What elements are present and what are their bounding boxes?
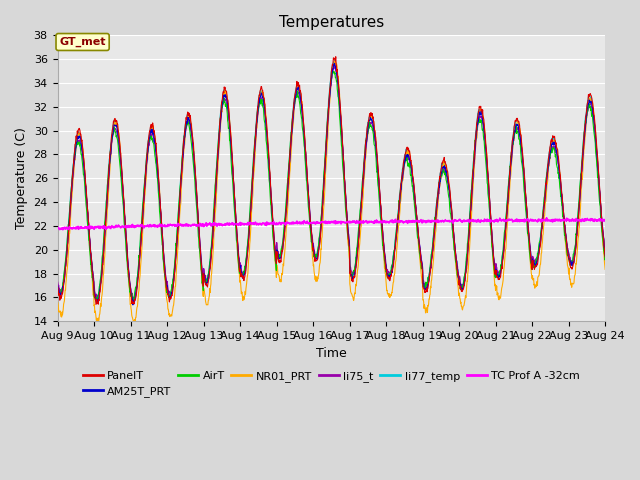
AirT <box>330 68 337 74</box>
Y-axis label: Temperature (C): Temperature (C) <box>15 127 28 229</box>
Legend: PanelT, AM25T_PRT, AirT, NR01_PRT, li75_t, li77_temp, TC Prof A -32cm: PanelT, AM25T_PRT, AirT, NR01_PRT, li75_… <box>79 366 584 401</box>
li77_temp <box>602 250 609 256</box>
AM25T_PRT <box>537 236 545 242</box>
li77_temp <box>331 58 339 63</box>
TC Prof A -32cm <box>602 217 609 223</box>
NR01_PRT <box>537 257 545 263</box>
TC Prof A -32cm <box>163 223 170 229</box>
li75_t <box>489 238 497 244</box>
TC Prof A -32cm <box>237 221 245 227</box>
NR01_PRT <box>54 299 61 304</box>
li77_temp <box>417 253 425 259</box>
TC Prof A -32cm <box>417 217 424 223</box>
AirT <box>237 270 245 276</box>
Line: TC Prof A -32cm: TC Prof A -32cm <box>58 218 605 230</box>
PanelT <box>537 237 545 242</box>
Line: li77_temp: li77_temp <box>58 60 605 300</box>
li77_temp <box>489 244 497 250</box>
NR01_PRT <box>94 319 102 325</box>
Line: PanelT: PanelT <box>58 57 605 304</box>
AM25T_PRT <box>237 268 245 274</box>
li77_temp <box>237 269 245 275</box>
TC Prof A -32cm <box>537 218 545 224</box>
li77_temp <box>54 282 61 288</box>
PanelT <box>176 198 184 204</box>
TC Prof A -32cm <box>176 223 184 228</box>
li75_t <box>537 234 545 240</box>
AirT <box>93 300 100 305</box>
AM25T_PRT <box>176 200 184 205</box>
AirT <box>417 262 425 268</box>
AirT <box>163 285 170 291</box>
NR01_PRT <box>163 294 170 300</box>
PanelT <box>489 241 497 247</box>
AirT <box>602 256 609 262</box>
TC Prof A -32cm <box>543 215 550 221</box>
li77_temp <box>129 297 136 302</box>
NR01_PRT <box>237 285 245 291</box>
Line: AirT: AirT <box>58 71 605 302</box>
li75_t <box>130 296 138 301</box>
Text: GT_met: GT_met <box>60 37 106 47</box>
li77_temp <box>537 228 545 234</box>
AirT <box>176 190 184 196</box>
PanelT <box>332 54 340 60</box>
TC Prof A -32cm <box>488 217 496 223</box>
AM25T_PRT <box>163 279 170 285</box>
Title: Temperatures: Temperatures <box>279 15 384 30</box>
NR01_PRT <box>489 246 497 252</box>
li75_t <box>602 249 609 254</box>
AM25T_PRT <box>129 302 137 308</box>
PanelT <box>417 259 425 265</box>
li75_t <box>330 63 338 69</box>
li75_t <box>176 198 184 204</box>
PanelT <box>54 285 61 291</box>
NR01_PRT <box>602 266 609 272</box>
AM25T_PRT <box>54 284 61 289</box>
TC Prof A -32cm <box>54 225 61 231</box>
Line: NR01_PRT: NR01_PRT <box>58 61 605 322</box>
X-axis label: Time: Time <box>316 347 347 360</box>
AM25T_PRT <box>602 252 609 258</box>
li75_t <box>163 279 170 285</box>
Line: li75_t: li75_t <box>58 66 605 299</box>
AirT <box>489 250 497 256</box>
AirT <box>54 283 61 289</box>
li75_t <box>237 262 245 268</box>
PanelT <box>602 254 609 260</box>
li75_t <box>54 278 61 284</box>
AirT <box>537 230 545 236</box>
NR01_PRT <box>331 58 339 64</box>
NR01_PRT <box>417 268 425 274</box>
li77_temp <box>176 191 184 196</box>
AM25T_PRT <box>417 257 425 263</box>
PanelT <box>237 274 245 280</box>
Line: AM25T_PRT: AM25T_PRT <box>58 63 605 305</box>
NR01_PRT <box>176 212 184 217</box>
PanelT <box>92 301 100 307</box>
TC Prof A -32cm <box>59 227 67 233</box>
li77_temp <box>163 283 170 288</box>
li75_t <box>417 252 425 258</box>
AM25T_PRT <box>331 60 339 66</box>
AM25T_PRT <box>489 241 497 247</box>
PanelT <box>163 285 170 291</box>
